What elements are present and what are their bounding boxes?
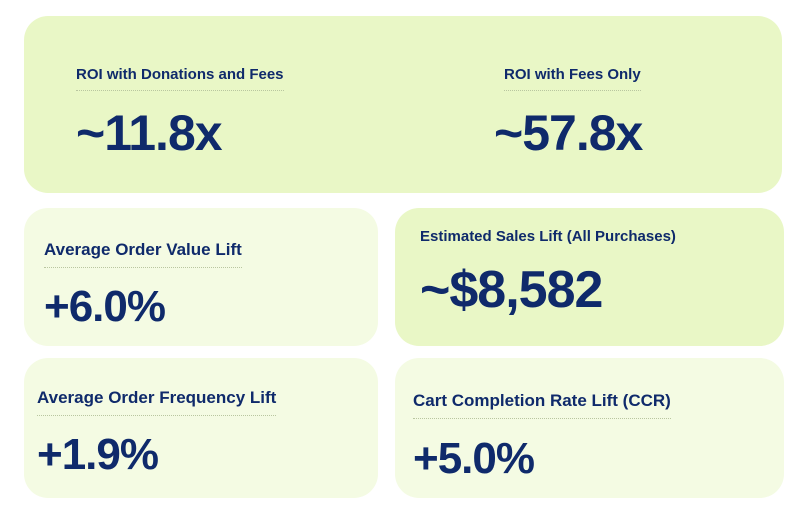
cart-completion-card: Cart Completion Rate Lift (CCR) +5.0%	[395, 358, 784, 498]
estimated-sales-value: ~$8,582	[420, 261, 603, 319]
average-order-value-card: Average Order Value Lift +6.0%	[24, 208, 378, 346]
roi-fees-only-label: ROI with Fees Only	[504, 66, 641, 91]
roi-donations-fees-label: ROI with Donations and Fees	[76, 66, 284, 91]
cart-completion-value: +5.0%	[413, 434, 535, 483]
average-order-frequency-value: +1.9%	[37, 430, 159, 479]
estimated-sales-label: Estimated Sales Lift (All Purchases)	[420, 228, 676, 245]
estimated-sales-card: Estimated Sales Lift (All Purchases) ~$8…	[395, 208, 784, 346]
average-order-frequency-card: Average Order Frequency Lift +1.9%	[24, 358, 378, 498]
average-order-value-label: Average Order Value Lift	[44, 240, 242, 268]
cart-completion-label: Cart Completion Rate Lift (CCR)	[413, 391, 671, 419]
roi-donations-fees-value: ~11.8x	[76, 105, 223, 161]
average-order-frequency-label: Average Order Frequency Lift	[37, 388, 277, 416]
roi-card: ROI with Donations and Fees ~11.8x ROI w…	[24, 16, 782, 193]
average-order-value-value: +6.0%	[44, 282, 166, 331]
roi-fees-only-value: ~57.8x	[494, 105, 643, 161]
